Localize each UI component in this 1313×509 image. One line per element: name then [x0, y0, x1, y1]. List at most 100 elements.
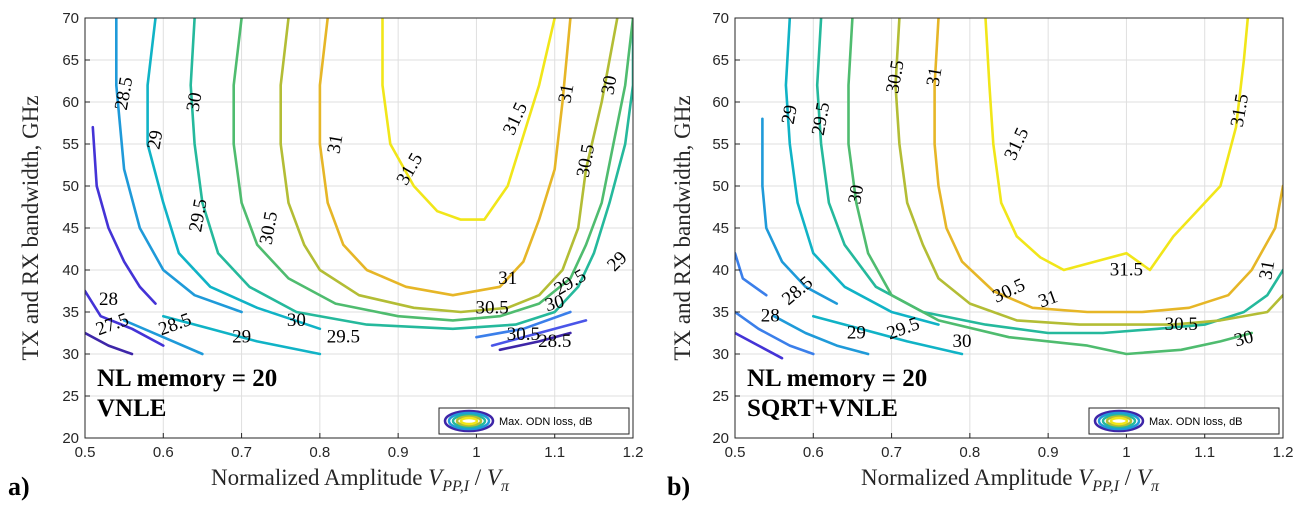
contour-label: 30.5: [507, 324, 540, 345]
contour-line-31: [318, 18, 572, 297]
x-tick-label: 1.2: [623, 444, 644, 461]
contour-line-28: [735, 251, 768, 297]
annotation-line: VNLE: [97, 395, 166, 422]
x-tick-label: 0.5: [725, 444, 746, 461]
x-tick-label: 1: [472, 444, 480, 461]
contour-line-27-5: [735, 331, 784, 360]
contour-lines: [735, 18, 1283, 360]
y-axis-label: TX and RX bandwidth, GHz: [670, 95, 695, 360]
contour-label: 31: [1255, 259, 1279, 281]
x-tick-label: 0.7: [881, 444, 902, 461]
contour-line-29: [146, 18, 322, 331]
contour-line-28-5: [122, 319, 204, 356]
legend-label: Max. ODN loss, dB: [499, 416, 593, 428]
contour-label: 28: [99, 289, 118, 310]
contour-line-30-5: [894, 18, 1283, 326]
y-tick-label: 70: [62, 10, 79, 27]
contour-line-30: [847, 18, 1253, 356]
legend-swatch-ring: [1109, 416, 1129, 426]
y-tick-label: 35: [712, 304, 729, 321]
annotation-line: NL memory = 20: [747, 365, 927, 392]
legend: Max. ODN loss, dB: [1088, 407, 1280, 435]
y-tick-label: 60: [712, 94, 729, 111]
legend-swatch-ring: [455, 415, 483, 427]
y-tick-label: 65: [62, 52, 79, 69]
contour-line-28: [735, 310, 815, 356]
contour-label: 31: [554, 82, 578, 104]
legend: Max. ODN loss, dB: [438, 407, 630, 435]
legend-swatch-ring: [1093, 409, 1145, 433]
contour-line-29: [784, 18, 940, 326]
annotation-line: NL memory = 20: [97, 365, 277, 392]
x-tick-label: 0.6: [803, 444, 824, 461]
panel-letter: b): [667, 472, 690, 501]
y-tick-label: 20: [712, 430, 729, 447]
contour-line-28: [85, 289, 165, 347]
legend-label: Max. ODN loss, dB: [1149, 416, 1243, 428]
contour-label: 30: [844, 183, 868, 205]
y-tick-label: 55: [712, 136, 729, 153]
contour-label: 31: [324, 133, 348, 155]
legend-swatch-ring: [1097, 411, 1141, 431]
contour-line-31-5: [984, 18, 1250, 272]
contour-label: 30: [1232, 326, 1256, 351]
contour-label: 30: [287, 310, 306, 331]
x-axis-label: Normalized Amplitude VPP,I / Vπ: [211, 465, 510, 495]
contour-line-30-5: [279, 18, 619, 314]
y-tick-label: 40: [62, 262, 79, 279]
contour-label: 30.5: [1165, 314, 1198, 335]
contour-label: 30: [598, 74, 622, 96]
y-axis-label: TX and RX bandwidth, GHz: [18, 95, 43, 360]
contour-line-29-5: [475, 310, 572, 339]
contour-line-27-5: [85, 331, 134, 356]
contour-label: 28: [761, 306, 780, 327]
contour-line-30: [232, 18, 633, 322]
y-tick-label: 60: [62, 94, 79, 111]
x-tick-label: 1: [1122, 444, 1130, 461]
contour-label: 30: [543, 291, 567, 316]
y-tick-label: 55: [62, 136, 79, 153]
contour-line-28-5: [115, 18, 243, 314]
y-tick-label: 50: [712, 178, 729, 195]
x-tick-label: 1.2: [1273, 444, 1294, 461]
annotation-line: SQRT+VNLE: [747, 395, 898, 422]
contour-line-28-5: [772, 314, 870, 356]
contour-label: 31.5: [1110, 260, 1143, 281]
contour-line-29-5: [189, 18, 633, 331]
contour-line-28: [91, 125, 157, 305]
legend-swatch-ring: [447, 411, 491, 431]
x-tick-label: 1.1: [544, 444, 565, 461]
y-tick-label: 45: [62, 220, 79, 237]
panel-letter: a): [8, 472, 30, 501]
y-tick-label: 35: [62, 304, 79, 321]
x-tick-label: 0.9: [388, 444, 409, 461]
contour-label: 30.5: [475, 297, 508, 318]
contour-label: 31: [498, 268, 517, 289]
contour-line-29-5: [815, 18, 1283, 335]
contour-line-31: [933, 18, 1283, 314]
contour-line-29: [811, 314, 964, 356]
x-tick-label: 0.8: [959, 444, 980, 461]
y-tick-label: 30: [62, 346, 79, 363]
y-tick-label: 50: [62, 178, 79, 195]
x-tick-label: 1.1: [1194, 444, 1215, 461]
contour-line-29: [490, 319, 588, 347]
x-tick-label: 0.6: [153, 444, 174, 461]
y-tick-label: 65: [712, 52, 729, 69]
legend-swatch-ring: [451, 413, 487, 429]
legend-swatch-ring: [443, 409, 495, 433]
contour-label: 29: [778, 103, 802, 125]
y-tick-label: 40: [712, 262, 729, 279]
x-axis-label: Normalized Amplitude VPP,I / Vπ: [861, 465, 1160, 495]
contour-line-28-5: [761, 117, 839, 305]
y-tick-label: 30: [712, 346, 729, 363]
x-tick-label: 0.9: [1038, 444, 1059, 461]
x-tick-label: 0.7: [231, 444, 252, 461]
x-tick-label: 0.5: [75, 444, 96, 461]
contour-label: 29.5: [327, 327, 360, 348]
y-tick-label: 45: [712, 220, 729, 237]
contour-label: 29: [232, 327, 251, 348]
